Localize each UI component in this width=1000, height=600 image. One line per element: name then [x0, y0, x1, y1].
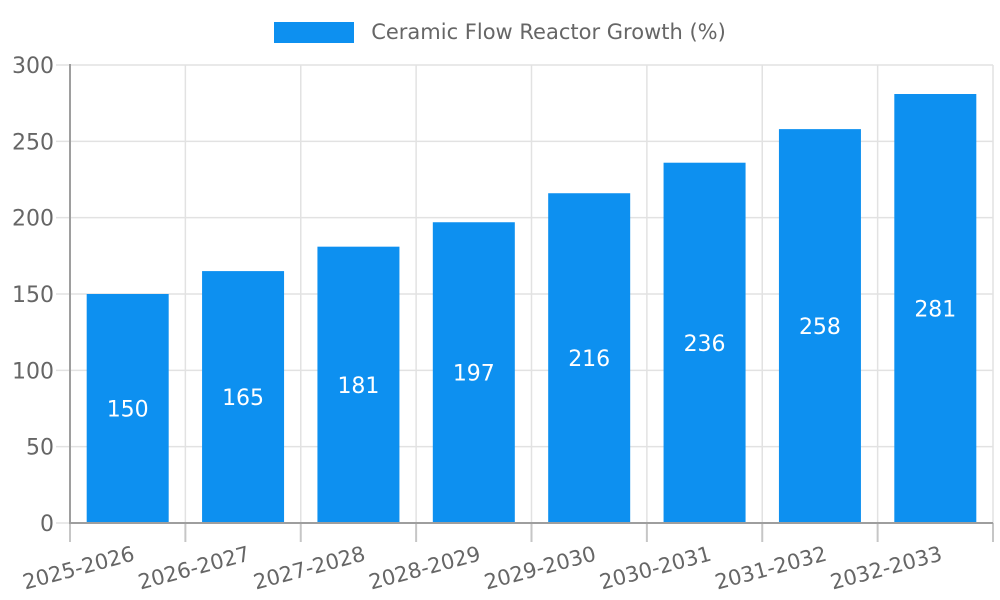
bar[interactable] [894, 94, 977, 524]
legend-swatch [274, 21, 355, 43]
bar-value-label: 216 [568, 347, 610, 372]
bar-value-label: 258 [799, 315, 841, 340]
bar[interactable] [778, 129, 861, 523]
bar[interactable] [548, 193, 631, 524]
legend-label: Ceramic Flow Reactor Growth (%) [371, 20, 726, 44]
x-axis-tick-label: 2025-2026 [20, 542, 137, 595]
x-axis-tick-label: 2029-2030 [482, 542, 599, 595]
bar[interactable] [202, 271, 285, 523]
bar-value-label: 197 [453, 362, 495, 387]
y-axis-tick-label: 100 [12, 359, 54, 384]
x-axis-tick-label: 2028-2029 [366, 542, 483, 595]
x-axis-tick-label: 2031-2032 [712, 542, 829, 595]
x-axis-tick-label: 2032-2033 [828, 542, 945, 595]
x-axis-tick-label: 2027-2028 [251, 542, 368, 595]
bar[interactable] [432, 222, 515, 523]
bar-value-label: 165 [222, 386, 264, 411]
y-axis-tick-label: 150 [12, 283, 54, 308]
bar-value-label: 181 [337, 374, 379, 399]
bar-value-label: 236 [684, 332, 726, 357]
y-axis-tick-label: 300 [12, 54, 54, 79]
bar[interactable] [317, 246, 400, 523]
y-axis-tick-label: 0 [40, 512, 54, 537]
y-axis-tick-label: 250 [12, 130, 54, 155]
bar[interactable] [86, 294, 169, 523]
bar-value-label: 281 [914, 298, 956, 323]
bar-value-label: 150 [107, 398, 149, 423]
x-axis-tick-label: 2030-2031 [597, 542, 714, 595]
bar[interactable] [663, 162, 746, 523]
chart-legend-item[interactable]: Ceramic Flow Reactor Growth (%) [0, 20, 1000, 44]
x-axis-tick-label: 2026-2027 [136, 542, 253, 595]
y-axis-tick-label: 50 [26, 436, 54, 461]
y-axis-tick-label: 200 [12, 207, 54, 232]
